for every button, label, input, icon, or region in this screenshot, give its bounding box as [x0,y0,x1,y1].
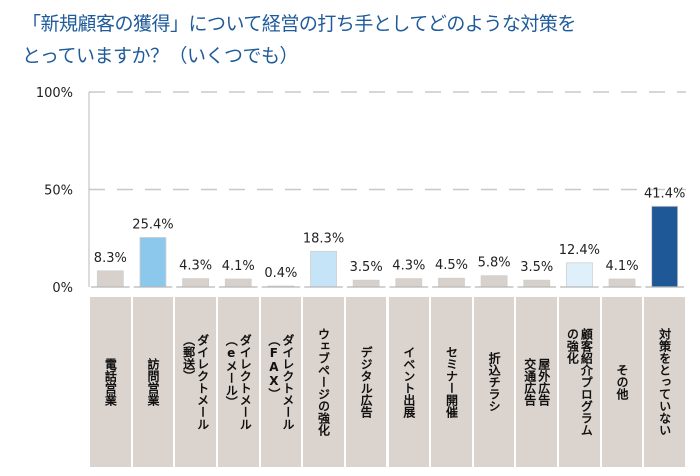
category-label: セミナー開催 [444,346,458,418]
category-label-box: 顧客紹介プログラム の強化 [559,297,600,467]
value-label-10: 5.8% [478,256,511,271]
value-label-13: 4.1% [606,259,639,274]
category-label-box: ダイレクトメール （郵送） [175,297,216,467]
category-label-box: セミナー開催 [431,297,472,467]
category-label: ウェブページの強化 [317,328,331,436]
category-label-box: ウェブページの強化 [303,297,344,467]
category-label-line: ダイレクトメール [195,334,210,430]
category-label: イベント出展 [402,346,416,418]
grid-lines [89,91,686,191]
category-label: 電話営業 [103,358,117,406]
category-label-line: ウェブページの強化 [316,328,331,436]
category-label-box: 訪問営業 [132,297,174,467]
category-label-line: その他 [615,364,630,400]
category-label: 対策をとっていない [658,328,672,436]
category-label: 訪問営業 [146,358,160,406]
category-label-line: セミナー開催 [444,346,459,418]
value-label-8: 4.3% [392,259,425,274]
value-label-7: 3.5% [350,260,383,275]
value-label-14: 41.4% [644,186,685,201]
category-label: 折込チラシ [487,352,501,412]
category-label-line: の強化 [565,328,580,364]
category-label-box: 対策をとっていない [644,297,685,467]
bar-8 [395,278,423,288]
category-label: 屋外広告 交通広告 [523,358,551,406]
bar-9 [438,277,465,288]
y-axis-ticks: 0% 50% 100% [36,86,73,296]
y-tick-label-50: 50% [44,184,73,199]
bar-6 [310,250,337,288]
chart-title-line-2: とっていますか？（いくつでも） [22,45,298,67]
bar-10 [480,275,508,288]
category-label: デジタル広告 [359,346,373,418]
category-label: 顧客紹介プログラム の強化 [565,328,593,436]
bars [96,205,679,288]
category-label-line: （FAX） [266,334,281,400]
category-label-line: イベント出展 [401,346,416,418]
category-label-line: 対策をとっていない [657,328,672,436]
category-label-line: （郵送） [181,334,196,382]
category-label-box: 電話営業 [90,297,131,467]
bar-2 [139,237,167,288]
category-label-box: その他 [601,297,643,467]
category-label-box: ダイレクトメール （FAX） [260,297,302,467]
category-label-line: （eメール） [224,334,239,408]
category-label-box: デジタル広告 [345,297,387,467]
category-label: その他 [615,364,629,400]
category-label-line: 屋外広告 [536,358,551,406]
value-label-5: 0.4% [264,266,297,281]
category-label: ダイレクトメール （FAX） [267,334,295,430]
bar-4 [224,278,252,288]
bar-11 [523,279,551,288]
bar-13 [608,278,636,288]
bar-1 [96,270,124,288]
category-label-line: 交通広告 [522,358,537,406]
bar-12 [565,262,593,288]
category-label-line: 電話営業 [103,358,118,406]
value-label-12: 12.4% [559,243,600,258]
bar-14 [651,205,679,288]
category-label-line: 折込チラシ [487,352,502,412]
category-label-line: ダイレクトメール [280,334,295,430]
value-label-2: 25.4% [132,217,173,232]
category-label: ダイレクトメール （郵送） [182,334,210,430]
y-tick-label-0: 0% [52,281,73,296]
category-label-line: 顧客紹介プログラム [579,328,594,436]
value-label-11: 3.5% [520,260,553,275]
value-label-1: 8.3% [94,251,127,266]
bar-7 [352,279,380,288]
value-label-3: 4.3% [179,259,212,274]
value-label-9: 4.5% [435,258,468,273]
axes [88,92,684,288]
bar-3 [182,278,210,288]
category-label-line: デジタル広告 [359,346,374,418]
category-label-box: イベント出展 [388,297,430,467]
category-label-box: 折込チラシ [473,297,515,467]
value-labels: 8.3% 25.4% 4.3% 4.1% 0.4% 18.3% 3.5% 4.3% 4.5% 5.… [94,186,686,281]
value-label-6: 18.3% [303,231,344,246]
category-label-line: 訪問営業 [145,358,160,406]
category-label-box: ダイレクトメール （eメール） [217,297,259,467]
value-label-4: 4.1% [222,259,255,274]
category-label-line: ダイレクトメール [238,334,253,430]
category-label: ダイレクトメール （eメール） [224,334,252,430]
y-tick-label-100: 100% [36,86,73,101]
chart-title: 「新規顧客の獲得」について経営の打ち手としてどのような対策を とっていますか？（… [22,8,692,72]
category-label-box: 屋外広告 交通広告 [516,297,558,467]
chart-title-line-1: 「新規顧客の獲得」について経営の打ち手としてどのような対策を [22,13,576,35]
